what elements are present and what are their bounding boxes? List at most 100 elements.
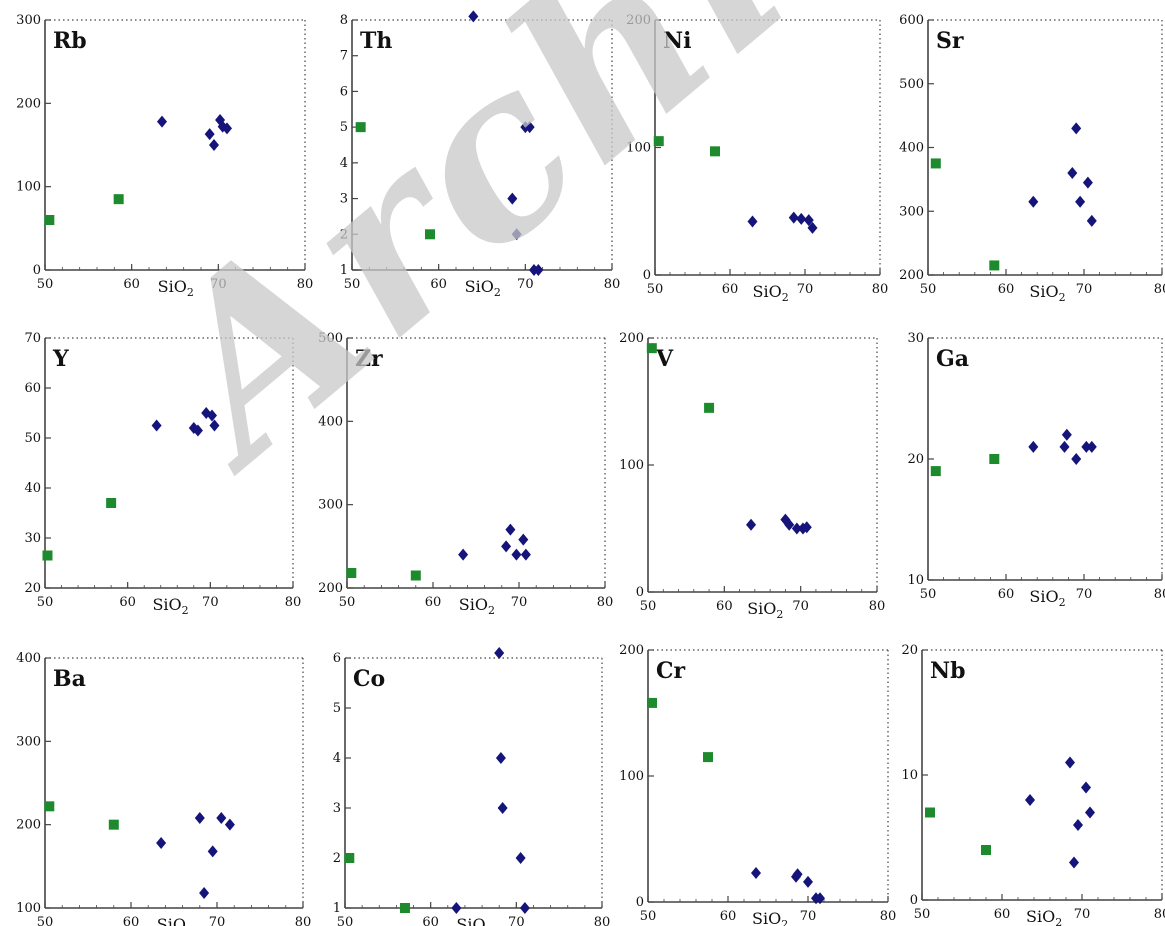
x-tick-label: 70 <box>1076 587 1093 602</box>
y-tick-label: 100 <box>626 141 651 156</box>
diamond-data-point <box>151 419 162 432</box>
x-tick-label: 60 <box>994 907 1011 922</box>
x-tick-label: 60 <box>722 282 739 297</box>
diamond-data-point <box>796 212 807 225</box>
y-tick-label: 100 <box>16 901 41 916</box>
y-tick-label: 300 <box>16 734 41 749</box>
y-tick-label: 0 <box>33 263 41 278</box>
diamond-data-point <box>746 518 757 531</box>
panel-zr: 50 60 70 80 SiO2 200 300 400 500 Zr <box>318 331 613 617</box>
diamond-data-point <box>494 647 505 659</box>
x-tick-label: 70 <box>202 595 219 610</box>
panel-ni: 50 60 70 80 SiO2 0 100 200 Ni <box>626 13 888 304</box>
diamond-data-point <box>519 902 530 914</box>
y-tick-label: 70 <box>24 331 41 346</box>
y-tick-label: 200 <box>16 818 41 833</box>
diamond-data-point <box>1081 781 1091 794</box>
x-tick-label: 50 <box>344 277 361 292</box>
diamond-data-point <box>1073 819 1083 831</box>
y-tick-label: 4 <box>333 751 341 766</box>
x-axis-label: SiO2 <box>1029 282 1065 304</box>
x-tick-label: 60 <box>123 277 140 292</box>
y-tick-label: 3 <box>333 801 341 816</box>
diamond-data-point <box>1069 856 1079 869</box>
diamond-data-point <box>157 115 167 128</box>
x-tick-label: 60 <box>998 282 1015 297</box>
panel-y: 50 60 70 80 SiO2 20 30 40 50 60 70 Y <box>24 331 301 617</box>
square-data-point <box>108 819 119 830</box>
x-tick-label: 60 <box>716 599 733 614</box>
x-tick-label: 60 <box>998 587 1015 602</box>
x-tick-label: 80 <box>1154 587 1165 602</box>
square-data-point <box>981 845 991 855</box>
x-tick-label: 60 <box>720 909 737 924</box>
diamond-data-point <box>1071 453 1082 465</box>
diamond-data-point <box>216 812 227 824</box>
diamond-data-point <box>803 875 813 888</box>
y-tick-label: 300 <box>318 498 343 513</box>
square-data-point <box>42 550 53 561</box>
panel-title: Ba <box>53 666 86 692</box>
x-tick-label: 80 <box>285 595 302 610</box>
y-tick-label: 2 <box>333 851 341 866</box>
square-data-point <box>399 903 410 913</box>
diamond-data-point <box>1025 794 1035 806</box>
square-data-point <box>346 568 357 578</box>
panel-title: Y <box>52 346 69 372</box>
diamond-data-point <box>518 533 529 546</box>
x-axis-label: SiO2 <box>747 599 783 621</box>
diamond-data-point <box>224 818 235 831</box>
panel-v: 50 60 70 80 SiO2 0 100 200 V <box>619 331 885 621</box>
y-tick-label: 10 <box>901 768 918 783</box>
x-tick-label: 60 <box>430 277 447 292</box>
panel-title: V <box>655 346 674 372</box>
diamond-data-point <box>751 867 761 880</box>
diamond-data-point <box>511 228 522 241</box>
diamond-data-point <box>204 128 215 141</box>
square-data-point <box>647 697 657 708</box>
panel-title: Rb <box>53 28 87 54</box>
y-tick-label: 3 <box>340 192 348 207</box>
x-tick-label: 50 <box>640 599 657 614</box>
panel-th: 50 60 70 80 SiO2 1 2 3 4 5 6 7 8 Th <box>340 10 620 299</box>
x-tick-label: 80 <box>1154 907 1165 922</box>
diamond-data-point <box>788 211 799 224</box>
square-data-point <box>930 158 941 169</box>
x-tick-label: 80 <box>1154 282 1165 297</box>
x-tick-label: 70 <box>209 915 226 926</box>
x-tick-label: 50 <box>920 282 937 297</box>
y-tick-label: 200 <box>619 331 644 346</box>
diamond-data-point <box>533 264 544 276</box>
x-tick-label: 50 <box>37 915 54 926</box>
square-data-point <box>425 229 435 240</box>
y-tick-label: 500 <box>318 331 343 346</box>
diamond-data-point <box>217 120 228 133</box>
y-tick-label: 5 <box>333 701 341 716</box>
diamond-data-point <box>791 522 802 535</box>
x-axis-label: SiO2 <box>1026 907 1062 926</box>
panel-title: Ga <box>936 346 969 372</box>
panel-title: Cr <box>656 658 686 684</box>
x-tick-label: 70 <box>792 599 809 614</box>
y-tick-label: 60 <box>24 381 41 396</box>
square-data-point <box>44 801 55 812</box>
x-tick-label: 50 <box>914 907 931 922</box>
diamond-data-point <box>792 868 803 881</box>
x-tick-label: 70 <box>517 277 534 292</box>
diamond-data-point <box>803 214 814 227</box>
square-data-point <box>355 122 366 133</box>
square-data-point <box>653 136 664 147</box>
y-tick-label: 40 <box>24 481 41 496</box>
diamond-data-point <box>1082 176 1093 189</box>
y-tick-label: 50 <box>24 431 41 446</box>
diamond-data-point <box>207 845 218 858</box>
x-axis-label: SiO2 <box>157 915 193 926</box>
x-tick-label: 80 <box>880 909 897 924</box>
x-axis-label: SiO2 <box>459 595 495 617</box>
diamond-data-point <box>451 902 462 914</box>
x-tick-label: 80 <box>295 915 312 926</box>
diamond-data-point <box>801 521 812 534</box>
panel-cr: 50 60 70 80 SiO2 0 100 200 Cr <box>619 643 896 926</box>
x-tick-label: 60 <box>425 595 442 610</box>
